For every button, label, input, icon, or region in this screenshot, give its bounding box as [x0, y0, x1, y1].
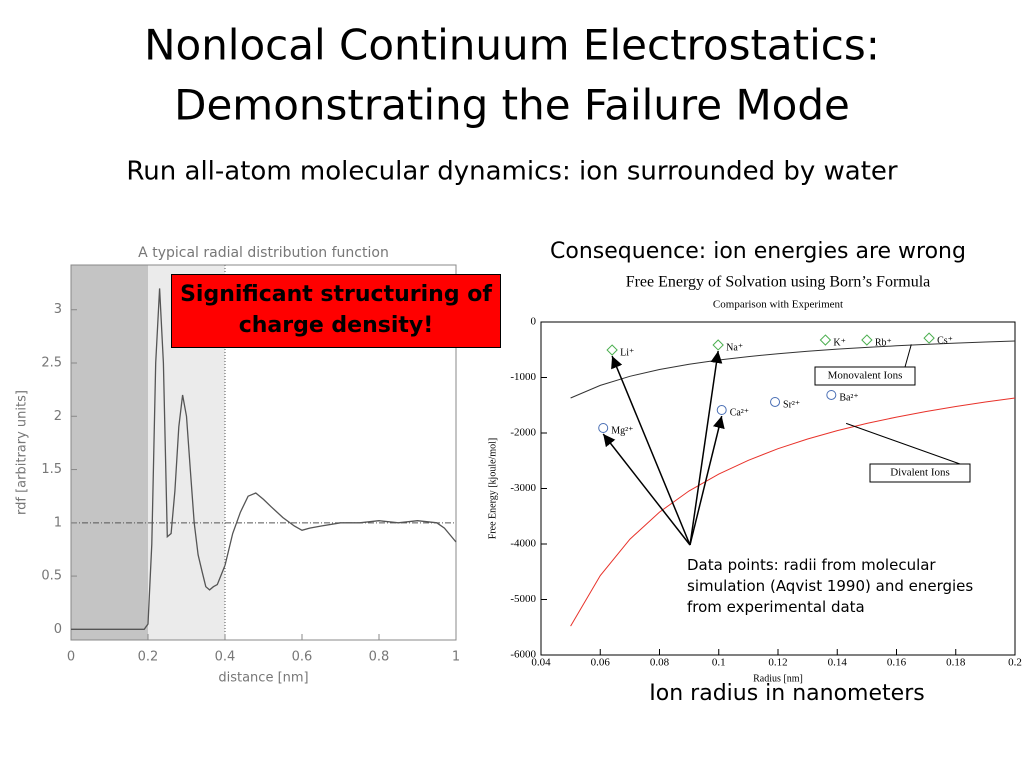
y-tick-label: 1.5 — [41, 462, 62, 477]
y-axis-label: Free Energy [kjoule/mol] — [487, 438, 498, 539]
y-axis-label: rdf [arbitrary units] — [15, 390, 30, 515]
x-tick-label: 0.1 — [712, 657, 726, 669]
x-tick-label: 0.4 — [215, 650, 236, 665]
point-label: Ba²⁺ — [839, 392, 858, 403]
chart-subtitle: Comparison with Experiment — [713, 299, 843, 311]
data-point — [716, 405, 727, 416]
y-tick-label: 0 — [531, 316, 537, 328]
x-tick-label: 0.12 — [768, 657, 787, 669]
y-tick-label: 3 — [54, 302, 62, 317]
point-label: Rb⁺ — [875, 337, 892, 348]
slide-title: Demonstrating the Failure Mode — [174, 81, 850, 130]
series-label: Monovalent Ions — [828, 370, 903, 382]
x-tick-label: 0.8 — [369, 650, 390, 665]
point-label: Mg²⁺ — [611, 425, 633, 436]
y-tick-label: -6000 — [510, 649, 536, 661]
x-tick-label: 0 — [67, 650, 75, 665]
chart-title: A typical radial distribution function — [138, 245, 389, 261]
data-point — [819, 334, 832, 346]
x-tick-label: 0.2 — [1008, 657, 1022, 669]
annotation-text: Data points: radii from molecular simula… — [687, 555, 997, 618]
series-label: Divalent Ions — [890, 467, 950, 479]
x-axis-label: distance [nm] — [218, 671, 308, 686]
label-arrow — [904, 344, 912, 368]
x-tick-label: 0.14 — [828, 657, 848, 669]
x-axis-label: Radius [nm] — [753, 673, 803, 684]
y-tick-label: 1 — [54, 515, 62, 530]
point-label: Li⁺ — [620, 347, 634, 358]
data-point — [861, 334, 873, 346]
shaded-region — [71, 265, 148, 640]
data-point — [923, 332, 935, 344]
x-tick-label: 1 — [452, 650, 460, 665]
born-curve — [570, 340, 1016, 399]
y-tick-label: 2 — [54, 409, 62, 424]
point-label: Ca²⁺ — [730, 407, 749, 418]
slide-subtitle: Run all-atom molecular dynamics: ion sur… — [126, 157, 897, 187]
y-tick-label: -2000 — [510, 427, 536, 439]
y-tick-label: -4000 — [510, 538, 536, 550]
annotation-arrow — [602, 433, 691, 546]
label-box — [814, 366, 916, 386]
x-tick-label: 0.6 — [292, 650, 313, 665]
right-heading: Consequence: ion energies are wrong — [550, 239, 966, 264]
y-tick-label: -3000 — [510, 482, 536, 494]
annotation-arrow — [689, 350, 723, 546]
point-label: Sr²⁺ — [783, 399, 800, 410]
born-curve — [570, 397, 1016, 627]
data-point — [826, 389, 837, 400]
y-tick-label: -5000 — [510, 593, 536, 605]
data-point — [712, 339, 724, 351]
x-tick-label: 0.2 — [138, 650, 159, 665]
annotation-box: Significant structuring of charge densit… — [171, 274, 501, 348]
y-tick-label: -1000 — [510, 371, 536, 383]
annotation-arrow — [611, 355, 691, 546]
x-tick-label: 0.06 — [591, 657, 611, 669]
label-box — [869, 463, 971, 483]
x-tick-label: 0.18 — [946, 657, 966, 669]
y-tick-label: 0.5 — [41, 569, 62, 584]
slide-title: Nonlocal Continuum Electrostatics: — [144, 21, 880, 70]
plot-frame — [70, 264, 457, 641]
data-point — [770, 396, 781, 407]
x-tick-label: 0.04 — [531, 657, 551, 669]
label-arrow — [845, 422, 961, 465]
right-footer: Ion radius in nanometers — [649, 681, 924, 706]
data-point — [606, 344, 618, 356]
data-point — [598, 423, 609, 434]
chart: 0.04 0.06 0.08 0.1 0.12 0.14 0.16 0.18 0.2 0 -1000… — [487, 274, 1022, 685]
x-tick-label: 0.08 — [650, 657, 670, 669]
chart-title: Free Energy of Solvation using Born’s Fo… — [626, 274, 931, 291]
y-tick-label: 0 — [54, 622, 62, 637]
rdf-line — [71, 288, 457, 630]
x-tick-label: 0.16 — [887, 657, 907, 669]
point-label: K⁺ — [833, 337, 846, 348]
point-label: Na⁺ — [726, 342, 743, 353]
y-tick-label: 2.5 — [41, 356, 62, 371]
point-label: Cs⁺ — [937, 335, 953, 346]
annotation-arrow — [689, 415, 725, 546]
